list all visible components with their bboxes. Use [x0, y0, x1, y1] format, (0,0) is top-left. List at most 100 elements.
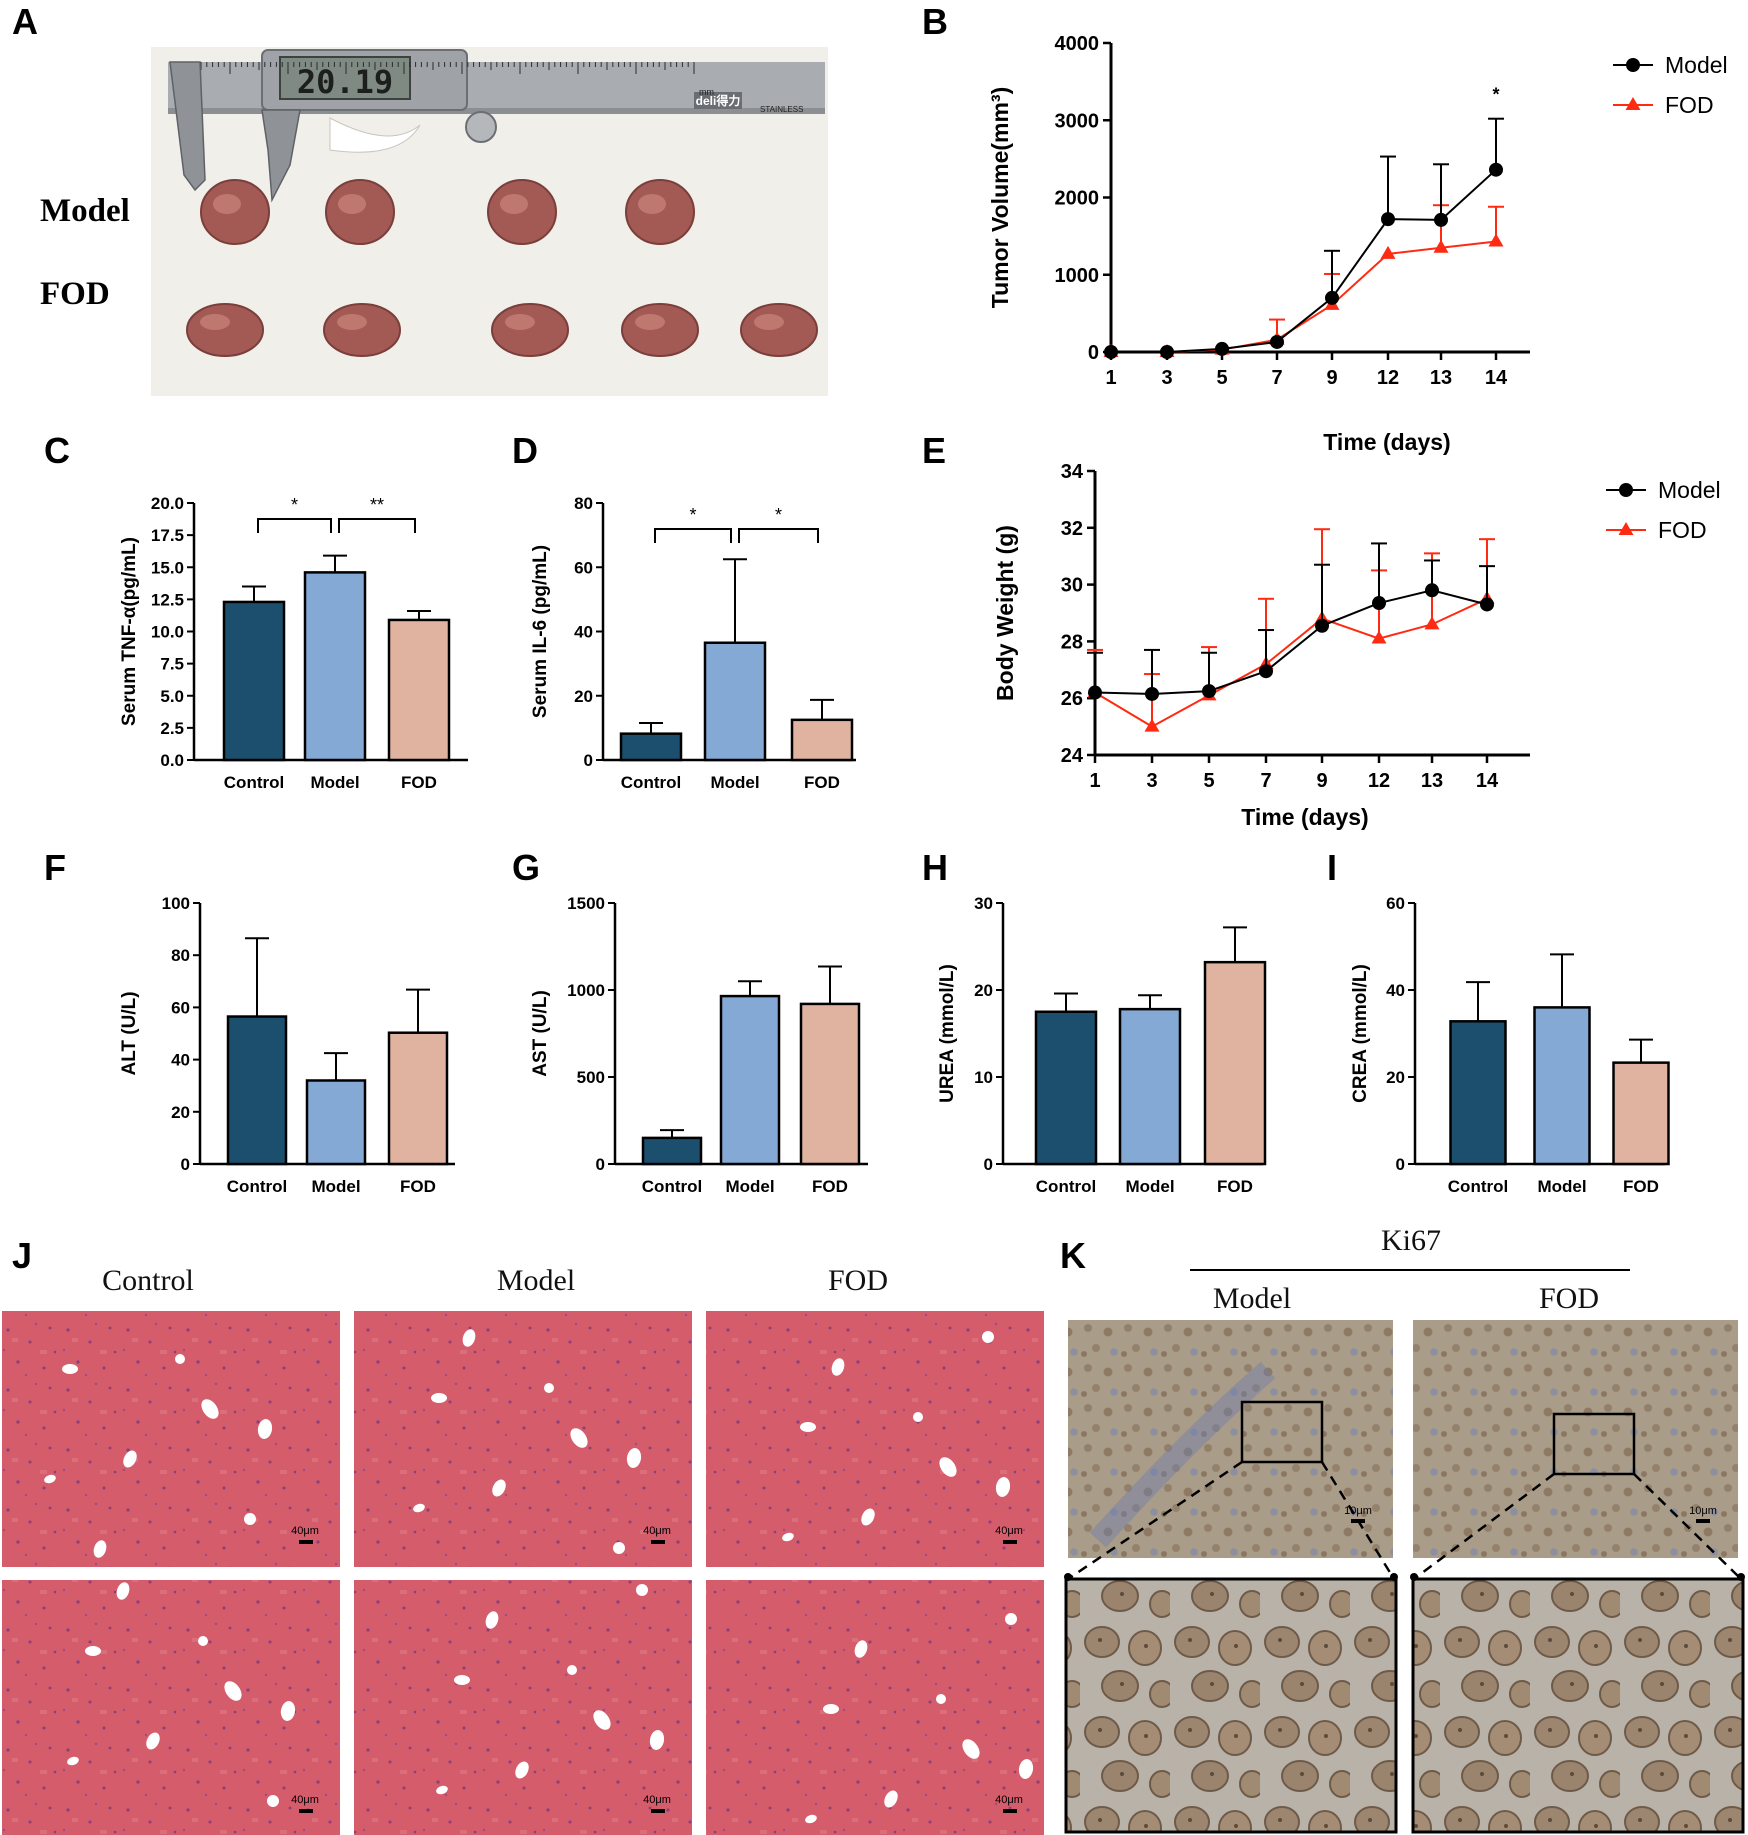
vessel-lumen: [146, 1732, 160, 1750]
scale-bar-label: 40μm: [291, 1794, 319, 1806]
tumor-fod: [323, 303, 401, 357]
data-point-model: [1215, 341, 1229, 356]
caliper-brand: deli得力: [696, 93, 741, 108]
bar-control: [619, 732, 683, 762]
data-point-model: [1381, 212, 1395, 227]
series-line-model: [1111, 168, 1497, 353]
legend-label-fod: FOD: [1665, 92, 1714, 118]
y-tick-label: 26: [1061, 688, 1083, 710]
y-tick-label: 20: [171, 1103, 190, 1122]
y-axis-title: ALT (U/L): [119, 991, 140, 1075]
data-point-model: [1434, 212, 1448, 227]
zoom-region-box: [1240, 1400, 1324, 1464]
vessel-lumen: [1004, 1613, 1017, 1625]
vessel-lumen: [224, 1681, 242, 1701]
data-point-model: [1160, 345, 1174, 359]
data-point-fod: [1488, 233, 1504, 247]
y-tick-label: 0: [181, 1155, 190, 1174]
ki67-column-fod: FOD: [1539, 1282, 1599, 1315]
bar-fod: [799, 1002, 861, 1166]
panel-label: F: [44, 847, 66, 888]
x-category-label: FOD: [804, 773, 840, 792]
y-tick-label: 0: [596, 1155, 605, 1174]
vessel-lumen: [123, 1450, 137, 1468]
x-category-label: Model: [710, 773, 759, 792]
scale-bar-label: 40μm: [995, 1794, 1023, 1806]
bar-fod: [387, 618, 451, 762]
vessel-lumen: [280, 1701, 296, 1721]
column-label-model: Model: [497, 1264, 575, 1297]
panel-label: D: [512, 430, 538, 471]
y-tick-label: 20: [974, 981, 993, 1000]
y-tick-label: 0: [584, 751, 593, 770]
bar-control: [1449, 1020, 1507, 1166]
x-tick-label: 9: [1316, 770, 1327, 792]
scale-bar-label: 40μm: [643, 1794, 671, 1806]
data-point-model: [1202, 684, 1216, 699]
x-category-label: Control: [227, 1177, 287, 1196]
scale-bar-label: 40μm: [995, 1525, 1023, 1537]
series-line-model: [1094, 589, 1488, 695]
he-image: [354, 1311, 692, 1567]
y-tick-label: 1500: [567, 894, 605, 913]
ki67-image: [1068, 1320, 1393, 1558]
y-tick-label: 24: [1061, 745, 1084, 767]
y-tick-label: 40: [171, 1051, 190, 1070]
caliper-unit: mm: [699, 87, 714, 97]
y-tick-label: 100: [162, 894, 190, 913]
data-point-model: [1315, 618, 1329, 633]
vessel-lumen: [413, 1503, 425, 1513]
panel-label: H: [922, 847, 948, 888]
y-tick-label: 60: [171, 998, 190, 1017]
he-image: [354, 1580, 692, 1835]
ki67-image: [1413, 1320, 1738, 1558]
zoom-connector-arrowhead: [1390, 1573, 1398, 1581]
scale-bar-label: 10μm: [1689, 1505, 1717, 1517]
bar-control: [641, 1136, 703, 1166]
x-category-label: FOD: [1217, 1177, 1253, 1196]
y-tick-label: 2000: [1055, 188, 1100, 210]
y-tick-label: 2.5: [160, 719, 184, 738]
stromal-band: [1089, 1361, 1276, 1548]
y-tick-label: 0: [984, 1155, 993, 1174]
y-tick-label: 4000: [1055, 33, 1100, 55]
x-tick-label: 7: [1260, 770, 1271, 792]
y-tick-label: 15.0: [151, 558, 184, 577]
x-tick-label: 9: [1326, 367, 1337, 389]
caliper-display: [279, 56, 411, 100]
zoom-connector-arrowhead: [1064, 1573, 1072, 1581]
legend-label-fod: FOD: [1658, 517, 1707, 543]
scale-bar: [299, 1809, 313, 1813]
column-label-fod: FOD: [828, 1264, 888, 1297]
legend-marker: [1625, 97, 1641, 110]
vessel-lumen: [44, 1474, 56, 1484]
y-tick-label: 1000: [1055, 265, 1100, 287]
y-tick-label: 3000: [1055, 110, 1100, 132]
y-tick-label: 12.5: [151, 590, 184, 609]
zoom-connector-arrowhead: [1410, 1573, 1418, 1581]
x-tick-label: 5: [1216, 367, 1227, 389]
data-point-model: [1372, 596, 1386, 611]
vessel-lumen: [62, 1364, 78, 1374]
significance-marker: *: [689, 505, 696, 525]
x-category-label: FOD: [812, 1177, 848, 1196]
vessel-lumen: [913, 1412, 923, 1422]
legend-marker: [1626, 58, 1640, 72]
x-category-label: FOD: [400, 1177, 436, 1196]
bar-model: [719, 994, 781, 1166]
vessel-lumen: [649, 1730, 665, 1750]
vessel-lumen: [267, 1795, 279, 1807]
legend-label-model: Model: [1658, 477, 1721, 503]
x-tick-label: 1: [1105, 367, 1116, 389]
panel-label: I: [1327, 847, 1337, 888]
he-image: [706, 1580, 1044, 1835]
vessel-lumen: [939, 1457, 957, 1477]
data-point-model: [1425, 583, 1439, 598]
panel-label-j: J: [12, 1235, 32, 1276]
x-axis-title: Time (days): [1241, 804, 1368, 830]
vessel-lumen: [823, 1704, 839, 1714]
x-tick-label: 5: [1203, 770, 1214, 792]
he-image-grid: 40μm 40μm 40μm 40μm 40μm 40μm: [2, 1311, 1044, 1835]
